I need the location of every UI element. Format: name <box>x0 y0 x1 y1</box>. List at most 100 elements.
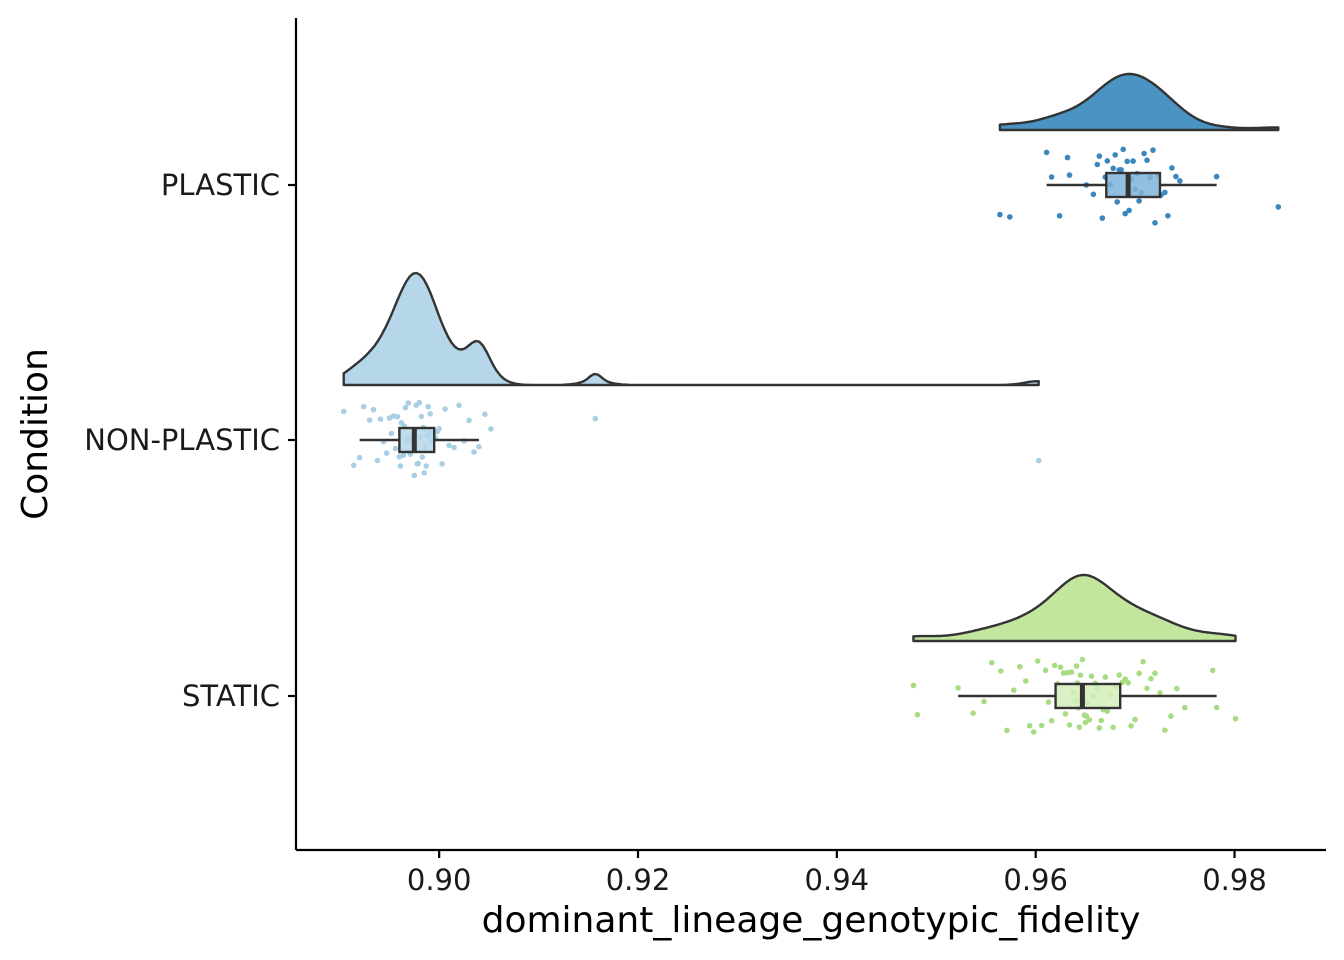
data-point-non-plastic <box>1035 457 1042 464</box>
data-point-static <box>1102 674 1109 680</box>
data-point-plastic <box>1114 199 1120 205</box>
y-tick-label-plastic: PLASTIC <box>161 168 280 202</box>
data-point-plastic <box>1141 150 1147 157</box>
x-axis-title: dominant_lineage_genotypic_fidelity <box>482 900 1141 941</box>
data-point-non-plastic <box>388 430 395 437</box>
data-point-plastic <box>1130 158 1136 164</box>
data-point-static <box>1136 670 1142 677</box>
data-point-non-plastic <box>439 461 445 467</box>
data-point-plastic <box>1112 152 1118 158</box>
data-point-non-plastic <box>350 462 357 469</box>
data-point-plastic <box>1096 153 1103 159</box>
data-point-static <box>1068 669 1075 675</box>
data-point-static <box>1051 662 1058 669</box>
data-point-static <box>970 710 976 716</box>
data-point-static <box>1026 723 1033 729</box>
cloud-non-plastic <box>340 271 1042 479</box>
data-point-plastic <box>1090 191 1097 198</box>
data-point-static <box>1098 717 1105 724</box>
data-point-static <box>1140 658 1146 665</box>
cloud-plastic <box>997 72 1282 226</box>
data-point-non-plastic <box>374 457 381 464</box>
data-point-static <box>1076 724 1083 730</box>
data-point-non-plastic <box>482 411 488 418</box>
data-point-plastic <box>1104 158 1111 164</box>
data-point-static <box>989 659 995 666</box>
data-point-static <box>1038 722 1045 729</box>
data-point-plastic <box>1152 220 1158 226</box>
data-point-static <box>1082 719 1089 726</box>
data-point-non-plastic <box>456 402 462 409</box>
data-point-static <box>1088 673 1095 679</box>
data-point-non-plastic <box>411 472 418 479</box>
y-tick-label-non-plastic: NON-PLASTIC <box>84 423 280 457</box>
data-point-static <box>1034 658 1041 664</box>
data-point-plastic <box>1136 198 1142 204</box>
data-point-non-plastic <box>360 403 367 410</box>
y-tick-label-static: STATIC <box>182 679 280 713</box>
data-point-plastic <box>1122 210 1128 217</box>
data-point-plastic <box>1124 158 1130 165</box>
data-point-static <box>1157 690 1163 696</box>
data-point-plastic <box>1064 154 1071 161</box>
data-point-plastic <box>1150 147 1156 153</box>
data-point-non-plastic <box>356 454 363 461</box>
x-tick-label: 0.94 <box>805 863 870 897</box>
data-point-static <box>1017 663 1023 670</box>
data-point-non-plastic <box>392 445 399 452</box>
data-point-non-plastic <box>425 403 432 410</box>
data-point-plastic <box>1126 207 1132 214</box>
data-point-plastic <box>997 211 1003 218</box>
data-point-plastic <box>1144 157 1150 163</box>
data-point-static <box>1128 723 1134 729</box>
data-point-non-plastic <box>442 406 448 412</box>
data-point-static <box>914 711 921 718</box>
x-tick-label: 0.92 <box>606 863 671 897</box>
density-static <box>912 573 1237 643</box>
data-point-non-plastic <box>383 450 390 456</box>
data-point-plastic <box>1177 178 1183 184</box>
box-static <box>1054 682 1122 710</box>
data-point-non-plastic <box>488 426 494 432</box>
data-point-plastic <box>1118 167 1124 173</box>
density-non-plastic <box>342 271 1040 387</box>
data-point-plastic <box>1162 189 1168 196</box>
data-point-static <box>1122 676 1128 682</box>
data-point-static <box>1030 729 1037 735</box>
data-point-non-plastic <box>592 415 599 422</box>
box-plastic <box>1105 171 1162 199</box>
data-point-non-plastic <box>427 411 434 417</box>
data-point-static <box>1062 711 1069 717</box>
data-point-static <box>1152 670 1158 676</box>
data-point-static <box>1073 663 1080 669</box>
data-point-plastic <box>1169 165 1175 171</box>
data-point-non-plastic <box>446 442 452 449</box>
data-point-non-plastic <box>400 452 407 459</box>
data-point-static <box>1116 672 1122 678</box>
data-point-static <box>1174 685 1180 692</box>
data-point-plastic <box>1094 161 1101 168</box>
data-point-static <box>1086 717 1093 723</box>
data-point-plastic <box>1048 174 1055 180</box>
data-point-static <box>1125 680 1131 686</box>
data-point-static <box>998 668 1004 674</box>
data-point-plastic <box>1066 172 1073 178</box>
data-point-static <box>1045 699 1052 705</box>
data-point-static <box>1144 685 1150 692</box>
data-point-static <box>1148 675 1154 682</box>
data-point-non-plastic <box>340 408 347 415</box>
data-point-non-plastic <box>436 425 443 432</box>
y-axis-title: Condition <box>15 348 56 520</box>
data-point-static <box>1079 656 1086 663</box>
data-point-non-plastic <box>419 454 426 460</box>
data-point-static <box>1004 727 1010 734</box>
data-point-static <box>1022 678 1029 684</box>
data-point-plastic <box>1056 213 1063 219</box>
data-point-plastic <box>1120 146 1126 153</box>
data-point-plastic <box>1099 215 1106 221</box>
data-point-non-plastic <box>397 463 404 469</box>
data-point-static <box>1057 664 1064 670</box>
data-point-plastic <box>1173 173 1179 180</box>
x-tick-label: 0.98 <box>1202 863 1267 897</box>
